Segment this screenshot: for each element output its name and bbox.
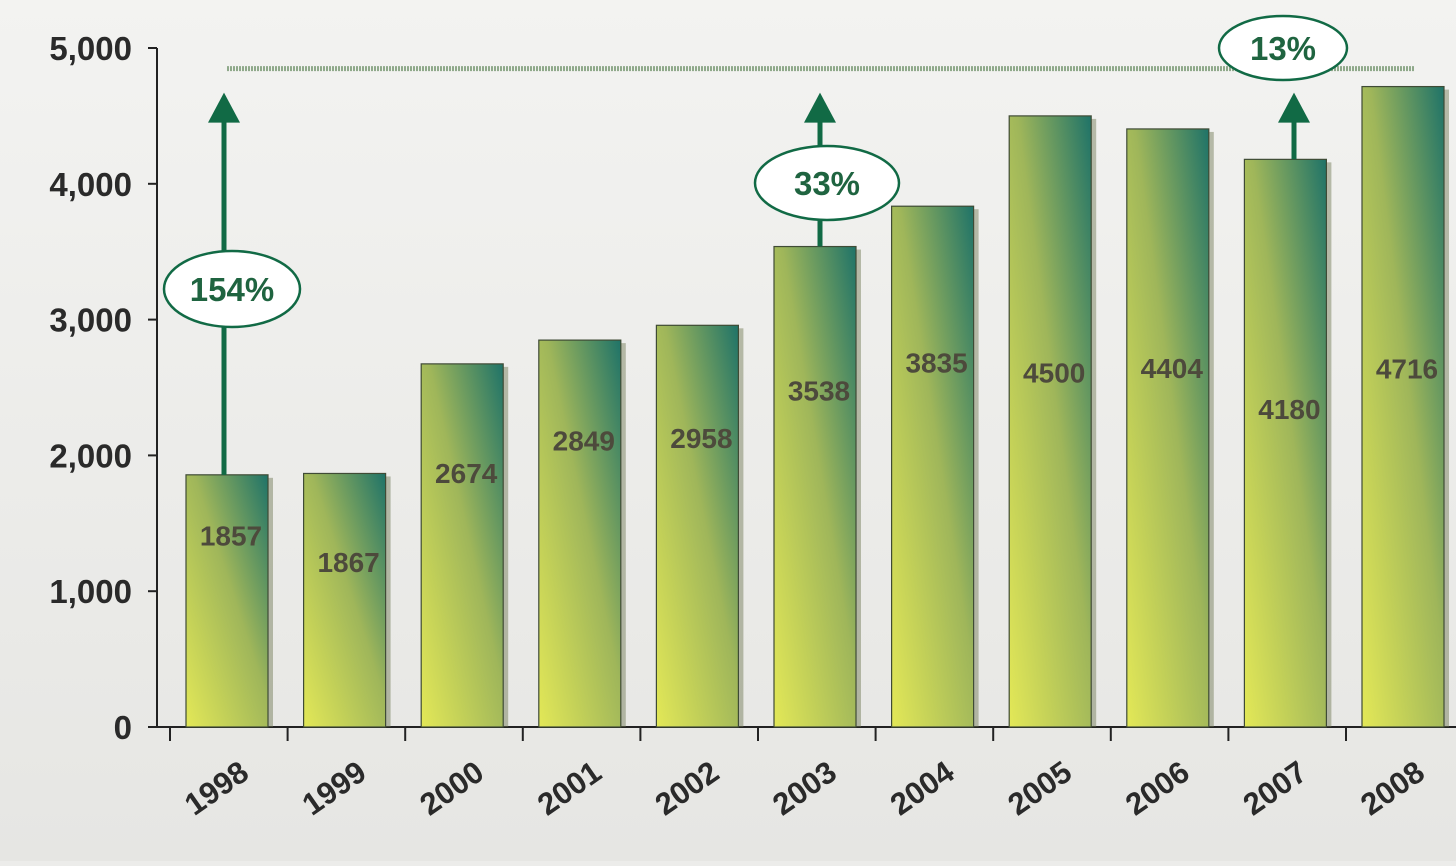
annotation-154%: 154% (162, 92, 302, 475)
data-label: 3835 (905, 347, 967, 378)
data-label: 2958 (670, 423, 732, 454)
annotation-33%: 33% (753, 92, 901, 247)
annotation-13%: 13% (1217, 14, 1349, 160)
annotation-label: 154% (190, 271, 274, 308)
bar-1999 (303, 472, 387, 728)
data-label: 3538 (788, 376, 850, 407)
data-label: 2849 (553, 426, 615, 457)
data-label: 2674 (435, 458, 498, 489)
annotation-arrow-head (804, 92, 836, 123)
bar-2006 (1126, 128, 1210, 728)
bar-1998 (185, 474, 269, 728)
data-label: 4500 (1023, 358, 1085, 389)
bar-2005 (1008, 115, 1092, 728)
bar-2001 (538, 339, 622, 728)
data-label: 4404 (1141, 353, 1204, 384)
data-label: 1867 (317, 547, 379, 578)
y-tick-label: 1,000 (49, 573, 132, 610)
annotation-bubble (1217, 14, 1349, 82)
bar-2002 (655, 324, 740, 728)
annotation-label: 33% (794, 165, 860, 202)
data-label: 4716 (1376, 353, 1438, 384)
y-tick-label: 0 (114, 709, 132, 746)
y-tick-label: 5,000 (49, 30, 132, 67)
annotation-arrow-head (1278, 92, 1310, 123)
y-tick-label: 3,000 (49, 302, 132, 339)
bar-2008 (1361, 85, 1445, 728)
y-tick-label: 4,000 (49, 166, 132, 203)
annotation-bubble (753, 144, 901, 222)
bar-2003 (773, 245, 857, 728)
bar-2004 (890, 205, 975, 728)
annotation-bubble (162, 249, 302, 329)
bar-2007 (1243, 158, 1328, 728)
y-tick-label: 2,000 (49, 437, 132, 474)
data-label: 4180 (1258, 394, 1320, 425)
annotation-arrow-head (208, 92, 240, 123)
bar-2000 (420, 363, 504, 728)
data-label: 1857 (200, 520, 262, 551)
annotation-label: 13% (1250, 30, 1316, 67)
